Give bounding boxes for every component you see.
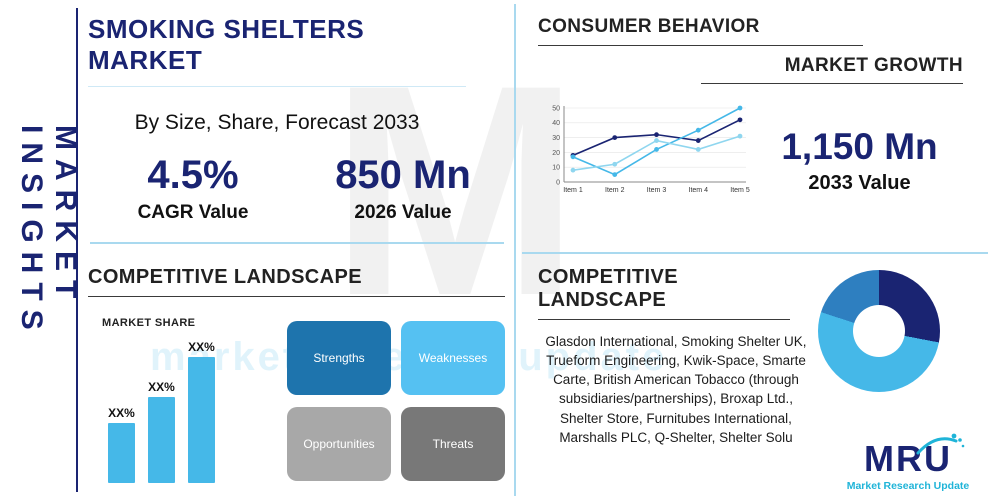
cagr-stat: 4.5% CAGR Value [88,153,298,224]
value-2026-stat: 850 Mn 2026 Value [298,153,508,224]
consumer-behavior-heading: CONSUMER BEHAVIOR [538,16,863,46]
market-share-bar-chart: XX% XX% XX% [88,331,274,483]
companies-list: Glasdon International, Smoking Shelter U… [545,334,807,445]
swot-threats-label: Threats [432,437,474,451]
svg-text:30: 30 [552,135,560,142]
competitive-landscape-left-heading: COMPETITIVE LANDSCAPE [88,266,505,297]
competitive-landscape-donut-chart [818,270,940,392]
competitive-landscape-left-content: MARKET SHARE XX% XX% XX% Strengths Weaknes… [88,307,505,483]
market-share-bar: XX% [188,340,215,483]
svg-text:20: 20 [552,150,560,157]
value-2026: 850 Mn [335,153,471,197]
competitive-landscape-right-heading: COMPETITIVE LANDSCAPE [538,266,790,320]
donut-hole [853,305,905,357]
market-share-label: MARKET SHARE [102,317,196,329]
mru-logo: MRU Market Research Update [828,433,988,492]
competitive-landscape-right-section: COMPETITIVE LANDSCAPE Glasdon Internatio… [538,266,818,447]
market-overview-section: SMOKING SHELTERS MARKET By Size, Share, … [88,14,508,224]
swot-opportunities-tile: Opportunities [287,407,391,481]
horizontal-divider-right [522,252,988,254]
swot-strengths-tile: Strengths [287,321,391,395]
bar-value-label: XX% [188,340,215,354]
page-subtitle: By Size, Share, Forecast 2033 [134,111,420,134]
svg-text:50: 50 [552,105,560,112]
bar-value-label: XX% [148,380,175,394]
svg-text:Item 1: Item 1 [563,187,583,194]
value-2033-label: 2033 Value [808,172,911,194]
market-growth-line-chart: 0 10 20 30 40 50 Item 1 Item 2 Item 3 Item 4 Item … [538,100,756,213]
svg-text:Item 5: Item 5 [730,187,750,194]
svg-text:Item 3: Item 3 [647,187,667,194]
svg-text:0: 0 [556,179,560,186]
key-stats-row: 4.5% CAGR Value 850 Mn 2026 Value [88,153,508,224]
vertical-divider [514,4,516,496]
swot-strengths-label: Strengths [313,351,365,365]
consumer-behavior-section: CONSUMER BEHAVIOR MARKET GROWTH 0 10 20 30 4… [538,16,963,213]
vertical-rule [76,8,78,492]
horizontal-divider-left [90,242,504,244]
cagr-label: CAGR Value [137,202,249,223]
logo-swoosh-icon [916,433,965,455]
value-2033: 1,150 Mn [781,126,938,167]
bar-value-label: XX% [108,406,135,420]
swot-grid: Strengths Weaknesses Opportunities Threa… [287,321,505,483]
logo-wordmark: MRU [864,438,952,479]
svg-text:10: 10 [552,165,560,172]
market-share-area: MARKET SHARE XX% XX% XX% [88,307,274,483]
svg-text:Item 2: Item 2 [605,187,625,194]
swot-threats-tile: Threats [401,407,505,481]
swot-weaknesses-tile: Weaknesses [401,321,505,395]
swot-weaknesses-label: Weaknesses [418,351,488,365]
market-share-bar: XX% [108,406,135,483]
competitive-landscape-left-section: COMPETITIVE LANDSCAPE MARKET SHARE XX% XX… [88,266,505,483]
value-2026-label: 2026 Value [354,202,452,223]
svg-text:40: 40 [552,120,560,127]
logo-tagline: Market Research Update [846,480,970,492]
consumer-behavior-content: 0 10 20 30 40 50 Item 1 Item 2 Item 3 Item 4 Item … [538,100,963,213]
page-title: SMOKING SHELTERS MARKET [88,14,466,87]
value-2033-stat: 1,150 Mn 2033 Value [756,100,963,213]
svg-text:Item 4: Item 4 [689,187,709,194]
cagr-value: 4.5% [147,153,239,197]
market-growth-heading: MARKET GROWTH [701,55,963,84]
swot-opportunities-label: Opportunities [303,437,375,451]
market-share-bar: XX% [148,380,175,483]
market-insights-vertical-label: MARKET INSIGHTS [15,125,82,339]
